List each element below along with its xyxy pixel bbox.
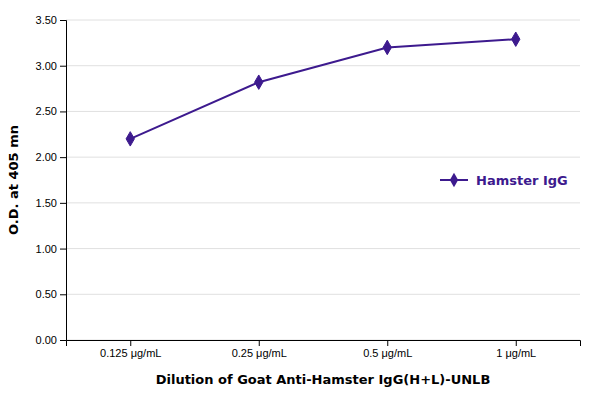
y-tick-mark [60,66,66,67]
y-tick: 1.00 [36,243,66,255]
y-tick-label: 2.50 [36,105,57,117]
y-tick-mark [60,111,66,112]
y-tick-label: 0.50 [36,288,57,300]
x-tick-mark [259,340,260,346]
y-tick: 3.50 [36,14,66,26]
x-axis-title: Dilution of Goat Anti-Hamster IgG(H+L)-U… [156,372,491,387]
x-tick-label: 1 μg/mL [496,347,536,359]
legend: Hamster IgG [440,173,568,188]
x-tick-label: 0.125 μg/mL [100,347,161,359]
grid-line [66,202,580,203]
marker [512,32,520,46]
grid [66,20,580,340]
y-tick-mark [60,294,66,295]
y-tick-mark [60,20,66,21]
plot-area: 0.125 μg/mL 0.25 μg/mL 0.5 μg/mL 1 μg/mL 0.0… [36,14,581,359]
x-axis-line [67,341,581,347]
y-axis-title: O.D. at 405 mn [6,125,21,235]
grid-line [66,248,580,249]
x-tick-mark [516,340,517,346]
legend-item: Hamster IgG [440,173,568,188]
marker [383,40,391,54]
grid-line [66,20,580,21]
y-tick: 1.50 [36,197,66,209]
x-tick: 1 μg/mL [496,340,536,359]
marker [255,75,263,89]
x-tick: 0.5 μg/mL [363,340,412,359]
x-tick-label: 0.5 μg/mL [363,347,412,359]
line [130,39,516,139]
y-tick-label: 2.00 [36,151,57,163]
y-tick-mark [60,249,66,250]
x-tick-mark [130,340,131,346]
legend-marker [450,173,458,187]
grid-line [66,157,580,158]
x-axis: 0.125 μg/mL 0.25 μg/mL 0.5 μg/mL 1 μg/mL [67,340,581,359]
y-tick-mark [60,157,66,158]
y-tick-mark [60,203,66,204]
grid-line [66,111,580,112]
y-axis: 0.00 0.50 1.00 1.50 2.00 2.50 3.00 3.50 [36,14,67,346]
y-tick: 0.50 [36,288,66,300]
y-tick-mark [60,340,66,341]
y-tick-label: 1.00 [36,243,57,255]
chart: 0.125 μg/mL 0.25 μg/mL 0.5 μg/mL 1 μg/mL 0.0… [0,0,600,398]
x-tick: 0.125 μg/mL [100,340,161,359]
y-axis-line [60,21,67,341]
marker [126,132,134,146]
y-tick: 3.00 [36,60,66,72]
y-tick-label: 3.50 [36,14,57,26]
marks [126,32,520,146]
y-tick: 2.00 [36,151,66,163]
y-tick: 0.00 [36,334,66,346]
legend-label: Hamster IgG [476,173,568,188]
x-tick-label: 0.25 μg/mL [232,347,287,359]
x-tick-mark [387,340,388,346]
y-tick: 2.50 [36,105,66,117]
y-tick-label: 1.50 [36,197,57,209]
y-tick-label: 0.00 [36,334,57,346]
grid-line [66,294,580,295]
x-tick: 0.25 μg/mL [232,340,287,359]
y-tick-label: 3.00 [36,60,57,72]
